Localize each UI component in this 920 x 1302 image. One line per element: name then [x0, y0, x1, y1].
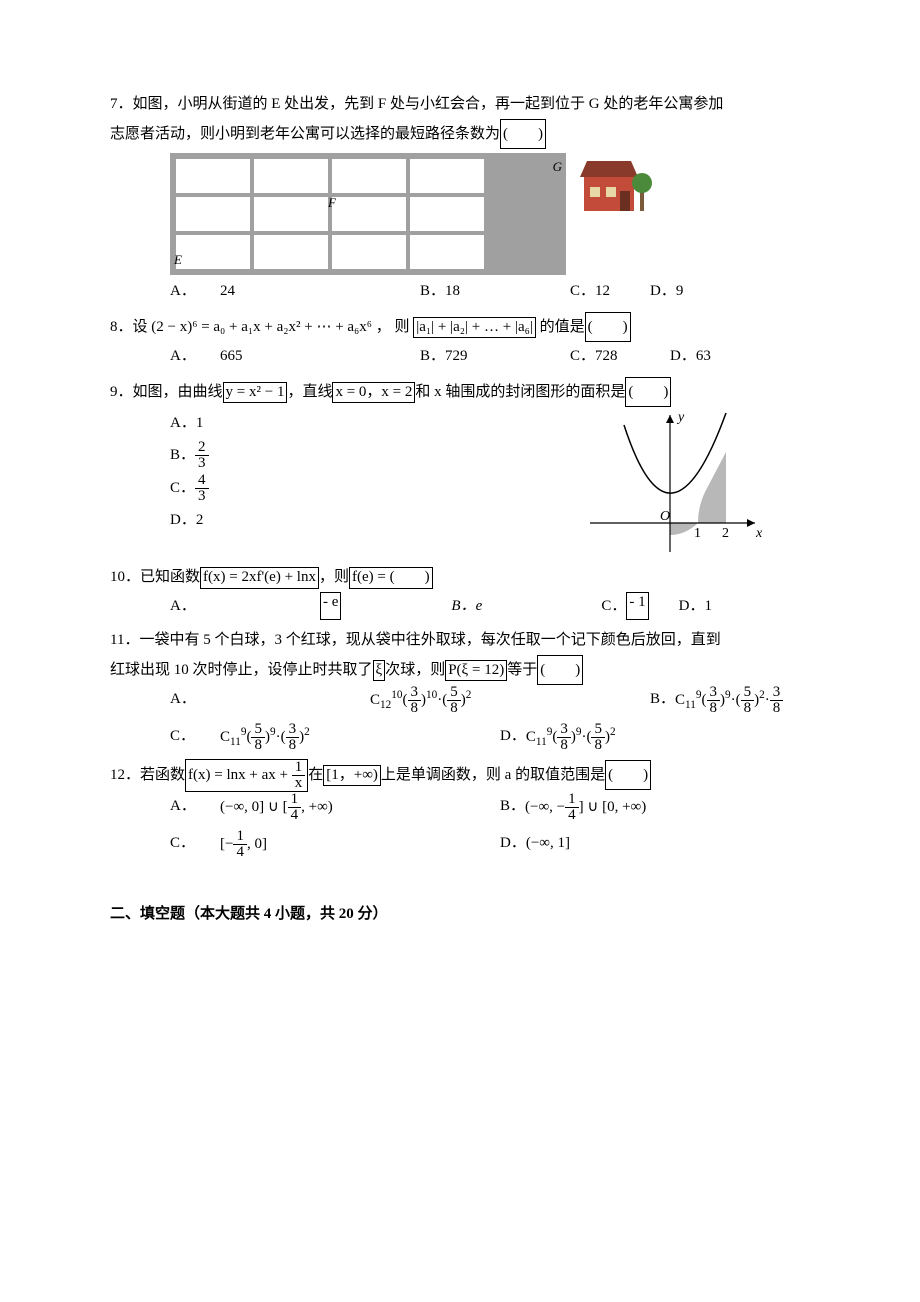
q10-C-box: - 1: [626, 592, 648, 621]
label-x: x: [755, 526, 763, 541]
q10-A: A．: [170, 592, 320, 621]
q8-blank: ( ): [585, 312, 631, 343]
q7-l2a: 志愿者活动，则小明到老年公寓可以选择的最短路径条数为: [110, 126, 500, 142]
q11-blank: ( ): [537, 655, 583, 686]
q8-C: C．728: [570, 342, 670, 371]
q12-b2: [1，+∞): [323, 765, 381, 787]
q12-C-pre: C．: [170, 829, 220, 860]
q11-D-math: C119(38)9·(58)2: [526, 722, 616, 753]
q10-A-box: - e: [320, 592, 341, 621]
q9-b1: y = x² − 1: [223, 382, 288, 404]
q11-l2b: 次球，则: [385, 662, 445, 678]
question-8: 8．设 (2 − x)⁶ = a₀ + a₁x + a₂x² + ⋯ + a₆x…: [110, 312, 810, 371]
q12-b1: f(x) = lnx + ax + 1x: [185, 759, 308, 792]
q12-b: 在: [308, 767, 323, 783]
q11-B-math: C119(38)9·(58)2·38: [675, 685, 783, 716]
grid-cells: [170, 153, 566, 275]
label-O: O: [660, 509, 670, 524]
q7-A-val: 24: [220, 277, 420, 306]
q9-b2: x = 0，x = 2: [332, 382, 415, 404]
label-F: F: [328, 191, 336, 216]
q12-B-math: (−∞, −14] ∪ [0, +∞): [525, 792, 646, 823]
q11-B-pre: B．: [650, 685, 675, 716]
q10-b1: f(x) = 2xf'(e) + lnx: [200, 567, 319, 589]
label-E: E: [174, 248, 182, 273]
q9-B-n: 2: [195, 440, 209, 456]
q8-box: |a₁| + |a₂| + … + |a₆|: [413, 317, 536, 339]
q11-b2: P(ξ = 12): [445, 660, 507, 682]
q10-C-pre: C．: [601, 592, 626, 621]
q12-blank: ( ): [605, 760, 651, 791]
q9-blank: ( ): [625, 377, 671, 408]
q7-B: B．18: [420, 277, 570, 306]
q10-b2: f(e) = ( ): [349, 567, 433, 589]
q7-blank: ( ): [500, 119, 546, 150]
q11-D-pre: D．: [500, 722, 526, 753]
q7-D: D．9: [650, 277, 683, 306]
q9-C-d: 3: [195, 489, 209, 504]
q7-A: A．: [170, 277, 220, 306]
q12-A-pre: A．: [170, 792, 220, 823]
question-7: 7．如图，小明从街道的 E 处出发，先到 F 处与小红会合，再一起到位于 G 处…: [110, 90, 810, 306]
q10-D: D．1: [679, 592, 712, 621]
question-12: 12．若函数f(x) = lnx + ax + 1x在[1，+∞)上是单调函数，…: [110, 759, 810, 860]
q7-num: 7．: [110, 96, 133, 112]
label-y: y: [676, 410, 685, 425]
q8-a: 设 (2 − x)⁶ = a₀ + a₁x + a₂x² + ⋯ + a₆x⁶ …: [133, 319, 410, 335]
q11-opts: A． C1210(38)10·(58)2 B． C119(38)9·(58)2·…: [170, 685, 810, 753]
label-1: 1: [694, 526, 701, 541]
q12-a: 若函数: [140, 767, 185, 783]
q7-C: C．12: [570, 277, 650, 306]
q11-A-pre: A．: [170, 685, 220, 716]
q12-C-math: [−14, 0]: [220, 829, 500, 860]
q9-B-d: 3: [195, 456, 209, 471]
q9-C-n: 4: [195, 473, 209, 489]
q12-c: 上是单调函数，则 a 的取值范围是: [381, 767, 605, 783]
q7-grid: G F E: [170, 153, 566, 275]
q10-opts: A． - e B．e C．- 1 D．1: [170, 592, 810, 621]
q9-C-pre: C．: [170, 479, 195, 495]
q8-A: A．: [170, 342, 220, 371]
parabola-chart: O 1 2 x y: [570, 407, 770, 557]
q11-C-pre: C．: [170, 722, 220, 753]
q12-A-math: (−∞, 0] ∪ [14, +∞): [220, 792, 500, 823]
q8-A-val: 665: [220, 342, 420, 371]
q11-C-math: C119(58)9·(38)2: [220, 722, 500, 753]
q8-num: 8．: [110, 319, 133, 335]
q7-l1: 如图，小明从街道的 E 处出发，先到 F 处与小红会合，再一起到位于 G 处的老…: [133, 96, 724, 112]
q9-num: 9．: [110, 384, 133, 400]
q12-opts: A． (−∞, 0] ∪ [14, +∞) B． (−∞, −14] ∪ [0,…: [170, 792, 810, 860]
label-G: G: [553, 155, 562, 180]
q12-B-pre: B．: [500, 792, 525, 823]
q9-B-pre: B．: [170, 446, 195, 462]
q11-l1: 一袋中有 5 个白球，3 个红球，现从袋中往外取球，每次任取一个记下颜色后放回，…: [139, 632, 720, 648]
q10-b: ，则: [319, 569, 349, 585]
house-icon: [576, 147, 656, 217]
q10-B: B．e: [451, 592, 601, 621]
q8-opts: A． 665 B．729 C．728 D．63: [170, 342, 810, 371]
q11-num: 11．: [110, 632, 139, 648]
q11-l2c: 等于: [507, 662, 537, 678]
section-2-heading: 二、填空题（本大题共 4 小题，共 20 分）: [110, 900, 810, 929]
q8-B: B．729: [420, 342, 570, 371]
q9-c: 和 x 轴围成的封闭图形的面积是: [415, 384, 625, 400]
q9-a: 如图，由曲线: [133, 384, 223, 400]
label-2: 2: [722, 526, 729, 541]
q9-b: ，直线: [287, 384, 332, 400]
question-11: 11．一袋中有 5 个白球，3 个红球，现从袋中往外取球，每次任取一个记下颜色后…: [110, 626, 810, 753]
question-9: 9．如图，由曲线y = x² − 1，直线x = 0，x = 2和 x 轴围成的…: [110, 377, 810, 558]
q7-opts: A． 24 B．18 C．12 D．9: [170, 277, 810, 306]
q11-A-math: C1210(38)10·(58)2: [370, 685, 650, 716]
q10-num: 10．: [110, 569, 140, 585]
q12-D-math: (−∞, 1]: [526, 829, 570, 860]
question-10: 10．已知函数f(x) = 2xf'(e) + lnx，则f(e) = ( ) …: [110, 563, 810, 620]
q12-D-pre: D．: [500, 829, 526, 860]
q8-D: D．63: [670, 342, 711, 371]
q8-b: 的值是: [540, 319, 585, 335]
q12-num: 12．: [110, 767, 140, 783]
q11-b1: ξ: [373, 660, 386, 682]
q11-l2a: 红球出现 10 次时停止，设停止时共取了: [110, 662, 373, 678]
q10-a: 已知函数: [140, 569, 200, 585]
